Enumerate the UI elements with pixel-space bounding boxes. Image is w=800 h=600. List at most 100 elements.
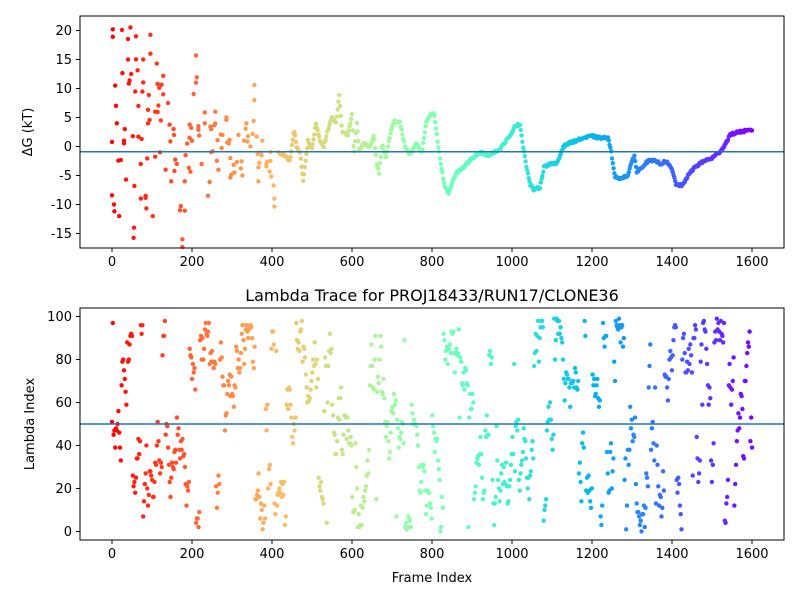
lambda-point bbox=[571, 378, 576, 384]
lambda-point bbox=[167, 479, 172, 485]
lambda-point bbox=[546, 404, 551, 409]
dg-point bbox=[139, 136, 144, 142]
dg-point bbox=[153, 109, 158, 114]
dg-point bbox=[188, 169, 193, 174]
lambda-point bbox=[604, 449, 610, 455]
dg-point bbox=[128, 25, 133, 30]
dg-point bbox=[354, 120, 359, 126]
lambda-point bbox=[329, 346, 334, 351]
lambda-point bbox=[369, 342, 374, 347]
lambda-point bbox=[246, 335, 251, 341]
y-tick-label: 60 bbox=[55, 396, 72, 411]
lambda-point bbox=[186, 479, 192, 485]
lambda-point bbox=[442, 338, 447, 343]
lambda-point bbox=[664, 385, 670, 390]
lambda-point bbox=[202, 327, 208, 332]
lambda-point bbox=[493, 494, 498, 500]
lambda-point bbox=[656, 484, 661, 489]
lambda-point bbox=[354, 486, 360, 491]
lambda-point bbox=[117, 430, 122, 435]
x-tick-label: 600 bbox=[340, 255, 365, 270]
dg-point bbox=[125, 36, 131, 42]
dg-point bbox=[441, 176, 446, 181]
lambda-point bbox=[286, 406, 291, 412]
lambda-point bbox=[163, 432, 168, 437]
lambda-point bbox=[652, 458, 657, 463]
dg-scatter-series bbox=[109, 25, 755, 250]
lambda-point bbox=[645, 484, 651, 489]
lambda-point bbox=[395, 426, 401, 431]
dg-point bbox=[438, 161, 443, 167]
lambda-point bbox=[512, 469, 518, 474]
lambda-point bbox=[131, 484, 136, 489]
lambda-point bbox=[271, 342, 276, 347]
x-tick-label: 400 bbox=[260, 547, 285, 562]
lambda-point bbox=[372, 357, 377, 362]
lambda-point bbox=[669, 368, 675, 373]
dg-point bbox=[250, 131, 255, 137]
lambda-point bbox=[560, 340, 565, 345]
lambda-point bbox=[165, 423, 170, 429]
lambda-point bbox=[643, 505, 648, 510]
dg-point bbox=[112, 209, 117, 214]
dg-point bbox=[446, 191, 451, 196]
lambda-point bbox=[137, 439, 143, 444]
lambda-point bbox=[423, 512, 429, 517]
x-tick-label: 1600 bbox=[735, 255, 768, 270]
lambda-point bbox=[604, 333, 609, 339]
lambda-point bbox=[592, 376, 597, 382]
dg-point bbox=[109, 193, 115, 198]
lambda-point bbox=[314, 357, 320, 362]
lambda-point bbox=[701, 318, 707, 324]
lambda-point bbox=[553, 338, 558, 343]
lambda-point bbox=[644, 475, 650, 480]
dg-point bbox=[348, 121, 353, 126]
dg-point bbox=[234, 159, 239, 165]
lambda-point bbox=[403, 520, 409, 525]
dg-point bbox=[321, 145, 327, 150]
dg-point bbox=[145, 121, 151, 126]
lambda-point bbox=[696, 471, 702, 476]
lambda-point bbox=[525, 486, 530, 491]
lambda-point bbox=[405, 524, 410, 530]
dg-point bbox=[189, 125, 194, 130]
lambda-point bbox=[600, 320, 606, 326]
lambda-point bbox=[302, 355, 308, 360]
dg-point bbox=[334, 114, 339, 119]
dg-point bbox=[136, 103, 141, 109]
lambda-point bbox=[428, 505, 433, 510]
dg-point bbox=[157, 85, 162, 91]
dg-point bbox=[267, 169, 272, 174]
dg-point bbox=[436, 145, 441, 150]
lambda-point bbox=[387, 449, 393, 455]
lambda-point bbox=[729, 402, 734, 407]
lambda-point bbox=[531, 363, 537, 369]
y-tick-label: 80 bbox=[55, 353, 72, 368]
lambda-chart-title: Lambda Trace for PROJ18433/RUN17/CLONE36 bbox=[245, 286, 619, 305]
dg-point bbox=[387, 136, 392, 141]
dg-point bbox=[633, 164, 639, 170]
lambda-point bbox=[354, 464, 359, 470]
dg-point bbox=[264, 161, 269, 167]
lambda-point bbox=[118, 458, 124, 463]
dg-point bbox=[540, 173, 545, 179]
lambda-point bbox=[145, 486, 150, 491]
lambda-y-ticks: 0 20 40 60 80 100 bbox=[47, 310, 80, 540]
lambda-point bbox=[694, 434, 699, 440]
dg-point bbox=[109, 139, 115, 145]
lambda-point bbox=[184, 503, 189, 508]
lambda-point bbox=[154, 443, 160, 448]
lambda-point bbox=[429, 516, 434, 521]
lambda-point bbox=[642, 524, 647, 530]
lambda-point bbox=[478, 434, 483, 440]
lambda-point bbox=[704, 346, 709, 351]
lambda-point bbox=[747, 329, 752, 334]
lambda-point bbox=[386, 439, 391, 444]
lambda-point bbox=[378, 333, 383, 339]
lambda-point bbox=[366, 471, 371, 476]
lambda-point bbox=[734, 439, 739, 444]
lambda-point bbox=[262, 516, 268, 521]
lambda-point bbox=[594, 383, 599, 388]
dg-point bbox=[439, 166, 444, 172]
lambda-point bbox=[732, 503, 737, 508]
